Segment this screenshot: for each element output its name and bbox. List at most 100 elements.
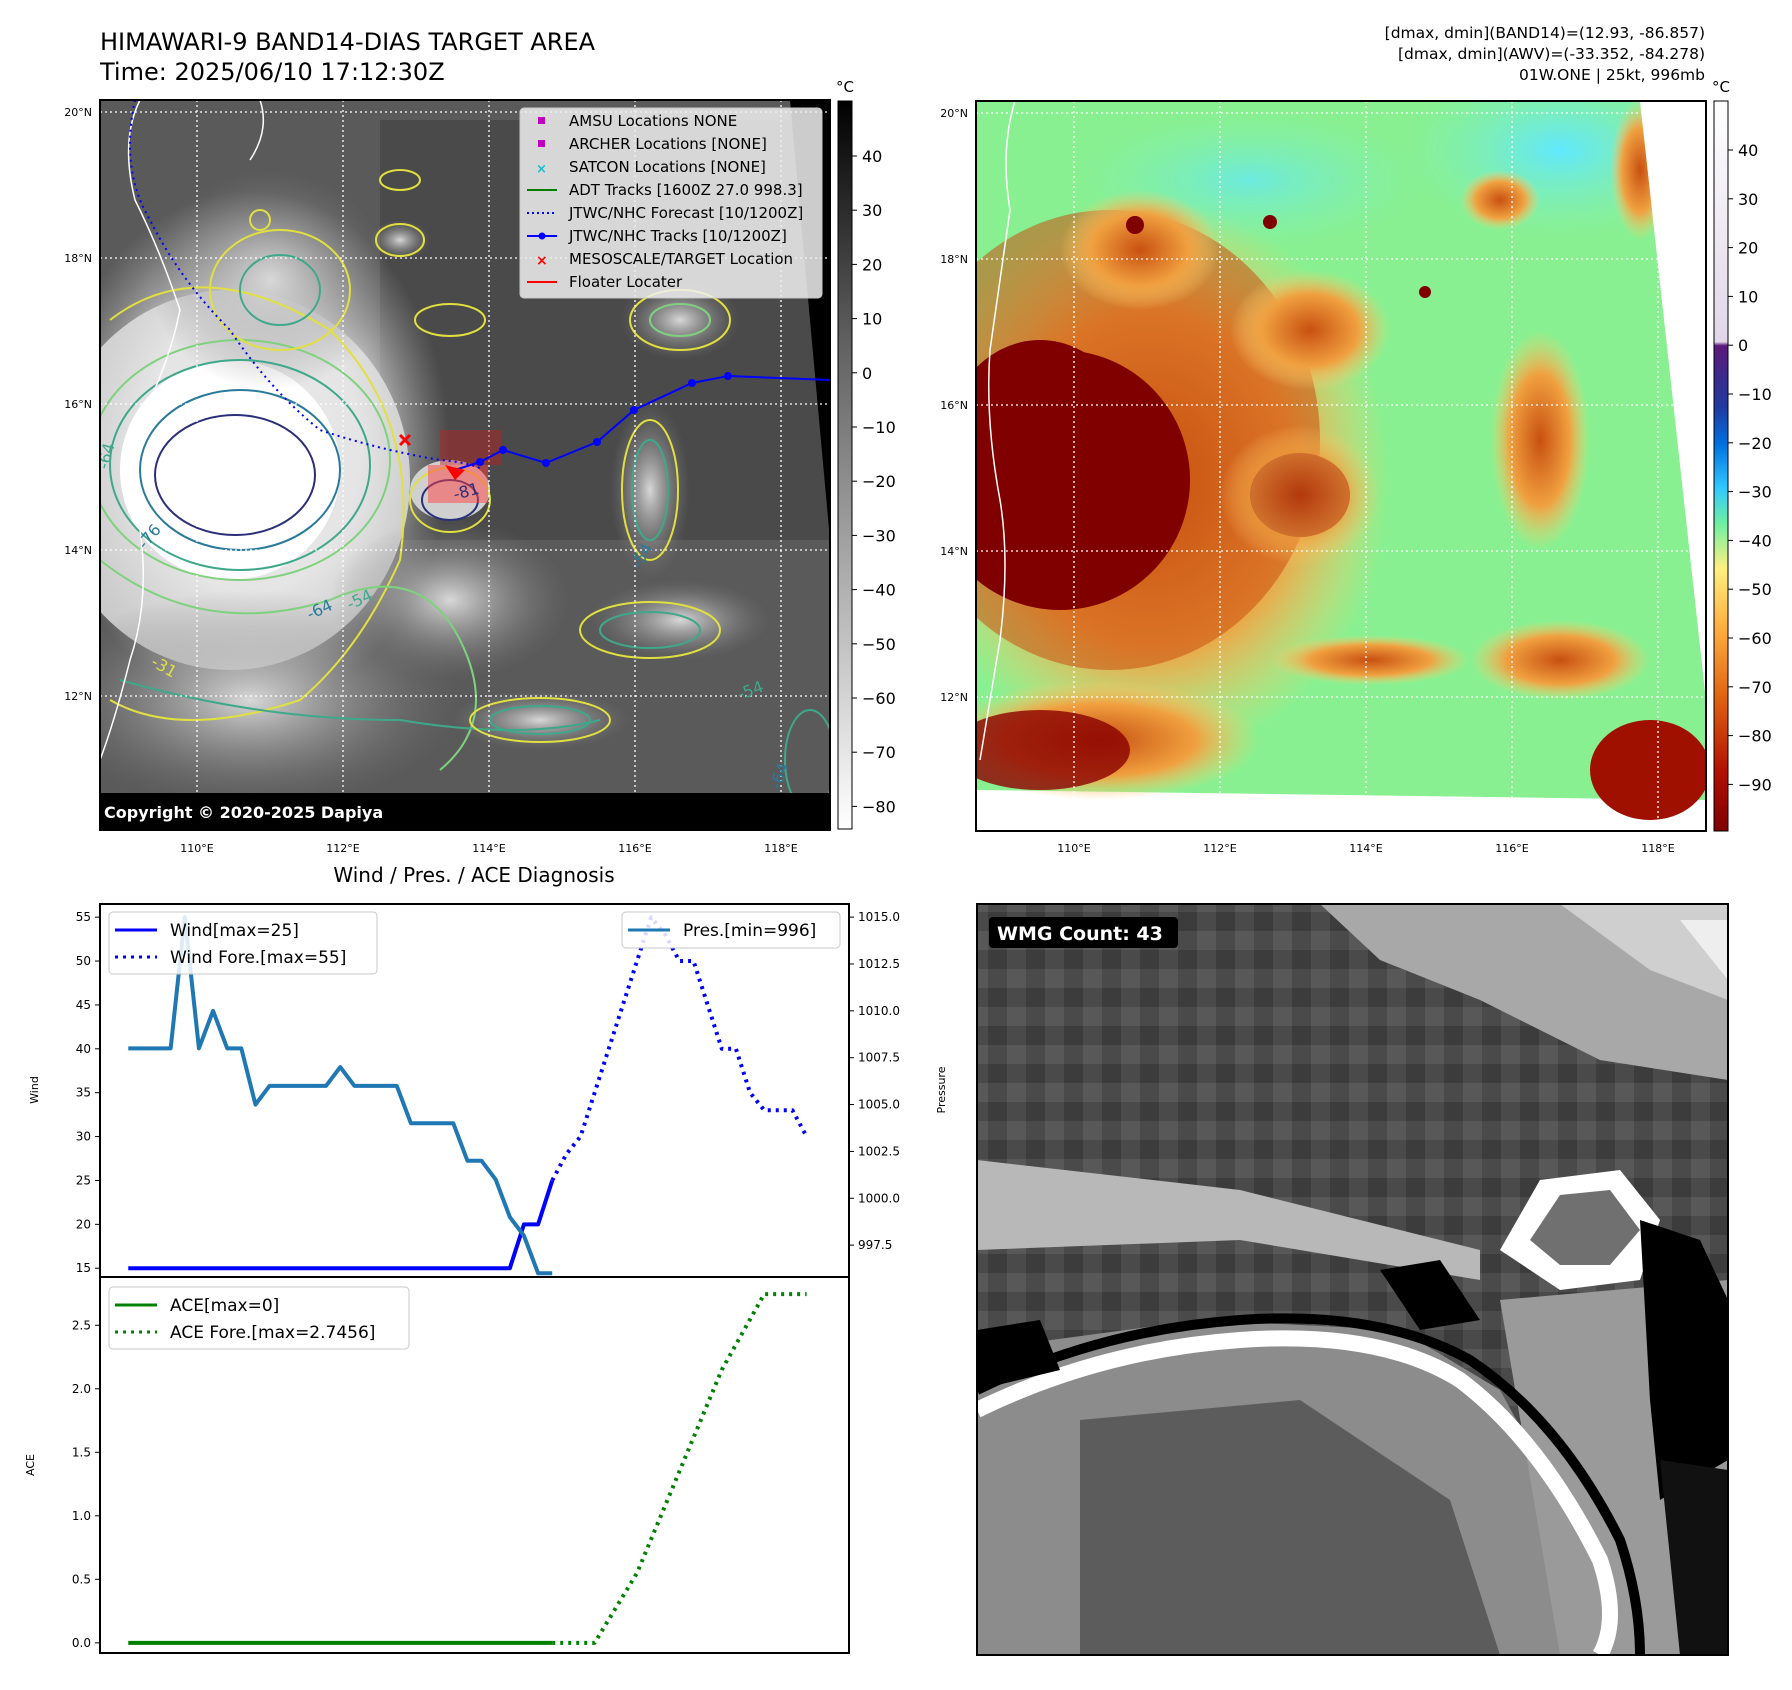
lon-label: 116°E [1495, 842, 1528, 855]
wmg-count: WMG Count: 43 [997, 923, 1163, 945]
series-line [128, 915, 553, 1276]
colorbar-tick-label: −60 [1738, 629, 1772, 648]
lat-label: 14°N [940, 545, 968, 558]
legend-x-marker: × [536, 253, 548, 269]
figure-title: HIMAWARI-9 BAND14-DIAS TARGET AREA [100, 28, 596, 56]
y-tick-label: 35 [76, 1086, 91, 1100]
colorbar-tick-label: −70 [862, 743, 896, 762]
ace-legend: ACE[max=0] ACE Fore.[max=2.7456] [108, 1286, 410, 1350]
lon-label: 116°E [618, 842, 651, 855]
legend-label: ARCHER Locations [NONE] [569, 135, 767, 153]
series-line [128, 1179, 555, 1271]
colorbar-tick-label: 0 [862, 364, 872, 383]
y2-tick-label: 1007.5 [858, 1051, 900, 1065]
wv-imagery [976, 101, 1706, 831]
lat-label: 14°N [64, 544, 92, 557]
colorbar-tick-label: −50 [1738, 580, 1772, 599]
colorbar-unit: °C [1712, 78, 1730, 96]
y2-tick-label: 1005.0 [858, 1098, 900, 1112]
colorbar-tick-label: −30 [862, 526, 896, 545]
colorbar-tick-label: −40 [1738, 531, 1772, 550]
figure-time: Time: 2025/06/10 17:12:30Z [99, 58, 445, 86]
legend-label: Wind[max=25] [170, 921, 299, 941]
storm-info: 01W.ONE | 25kt, 996mb [1519, 66, 1705, 84]
y2-tick-label: 1000.0 [858, 1191, 900, 1205]
colorbar-tick-label: −20 [862, 472, 896, 491]
diagnosis-title: Wind / Pres. / ACE Diagnosis [333, 863, 614, 887]
y-tick-label: 1.0 [72, 1509, 91, 1523]
colorbar-tick-label: −50 [862, 635, 896, 654]
series-line [550, 915, 809, 1182]
lat-label: 20°N [940, 107, 968, 120]
ace-plot: 0.0 0.5 1.0 1.5 2.0 2.5 ACE ACE[max=0] ACE Fo… [24, 1276, 850, 1654]
wind-legend: Wind[max=25] Wind Fore.[max=55] [108, 911, 378, 975]
ir-colorbar: °C 40 30 20 10 0 −10 −20 −30 −40 −50 −60 −70 −80 [836, 78, 896, 830]
y-tick-label: 40 [76, 1042, 91, 1056]
awv-range: [dmax, dmin](AWV)=(-33.352, -84.278) [1398, 45, 1705, 63]
y-tick-label: 30 [76, 1130, 91, 1144]
colorbar-tick-label: 20 [862, 255, 882, 274]
lat-label: 16°N [940, 399, 968, 412]
y-tick-label: 1.5 [72, 1445, 91, 1459]
legend-label: Pres.[min=996] [683, 921, 816, 941]
colorbar-tick-label: 30 [862, 201, 882, 220]
lon-label: 112°E [1203, 842, 1236, 855]
lon-label: 118°E [1641, 842, 1674, 855]
lat-label: 18°N [64, 252, 92, 265]
colorbar-tick-label: −80 [862, 797, 896, 816]
wmg-imagery [977, 904, 1728, 1655]
y2-tick-label: 1010.0 [858, 1004, 900, 1018]
ir-legend: AMSU Locations NONE ARCHER Locations [NO… [519, 107, 823, 299]
y2-tick-label: 1012.5 [858, 957, 900, 971]
series-line [552, 1292, 807, 1645]
colorbar-tick-label: −20 [1738, 434, 1772, 453]
colorbar-tick-label: −60 [862, 689, 896, 708]
lon-label: 110°E [1057, 842, 1090, 855]
colorbar-tick-label: 40 [862, 147, 882, 166]
y-tick-label: 15 [76, 1261, 91, 1275]
legend-label: ACE[max=0] [170, 1296, 279, 1316]
colorbar-unit: °C [836, 78, 854, 96]
y-tick-label: 25 [76, 1173, 91, 1187]
ir-lon-labels: 110°E 112°E 114°E 116°E 118°E [180, 842, 797, 855]
y-tick-label: 0.5 [72, 1572, 91, 1586]
y-tick-label: 2.0 [72, 1382, 91, 1396]
pressure-legend: Pres.[min=996] [621, 911, 841, 949]
lat-label: 18°N [940, 253, 968, 266]
y-tick-label: 50 [76, 954, 91, 968]
colorbar-tick-label: 10 [1738, 287, 1758, 306]
colorbar-tick-label: −70 [1738, 678, 1772, 697]
colorbar-tick-label: −80 [1738, 727, 1772, 746]
wv-map: 20°N 18°N 16°N 14°N 12°N 110°E 112°E 114… [940, 78, 1772, 855]
lat-label: 16°N [64, 398, 92, 411]
wind-axis-label: Wind [28, 1076, 41, 1104]
wind-pressure-plot: 15 20 25 30 35 40 45 50 55 997.5 1000.0 1002.5 1005.… [28, 903, 948, 1278]
lon-label: 112°E [326, 842, 359, 855]
ace-axis-label: ACE [24, 1454, 37, 1476]
legend-label: Wind Fore.[max=55] [170, 948, 346, 968]
lon-label: 114°E [1349, 842, 1382, 855]
band14-range: [dmax, dmin](BAND14)=(12.93, -86.857) [1385, 24, 1705, 42]
y-tick-label: 0.0 [72, 1636, 91, 1650]
legend-label: Floater Locater [569, 273, 683, 291]
y2-tick-label: 997.5 [858, 1238, 892, 1252]
lat-label: 12°N [940, 691, 968, 704]
colorbar-tick-label: −10 [1738, 385, 1772, 404]
legend-label: JTWC/NHC Forecast [10/1200Z] [568, 204, 803, 222]
lat-label: 12°N [64, 690, 92, 703]
wv-lon-labels: 110°E 112°E 114°E 116°E 118°E [1057, 842, 1674, 855]
colorbar-tick-label: −90 [1738, 775, 1772, 794]
legend-swatch [538, 117, 545, 124]
legend-label: MESOSCALE/TARGET Location [569, 250, 793, 268]
lon-label: 118°E [764, 842, 797, 855]
ir-lat-labels: 20°N 18°N 16°N 14°N 12°N [64, 106, 92, 703]
y2-tick-label: 1015.0 [858, 910, 900, 924]
wv-colorbar: °C 40 30 20 10 0 −10 −20 −30 −40 −50 −60 −70 −80 −90 [1712, 78, 1772, 832]
colorbar-tick-label: 20 [1738, 239, 1758, 258]
colorbar-tick-label: 30 [1738, 190, 1758, 209]
colorbar-tick-label: −10 [862, 418, 896, 437]
y-tick-label: 20 [76, 1217, 91, 1231]
colorbar-tick-label: 10 [862, 310, 882, 329]
y-tick-label: 55 [76, 910, 91, 924]
legend-label: SATCON Locations [NONE] [569, 158, 766, 176]
